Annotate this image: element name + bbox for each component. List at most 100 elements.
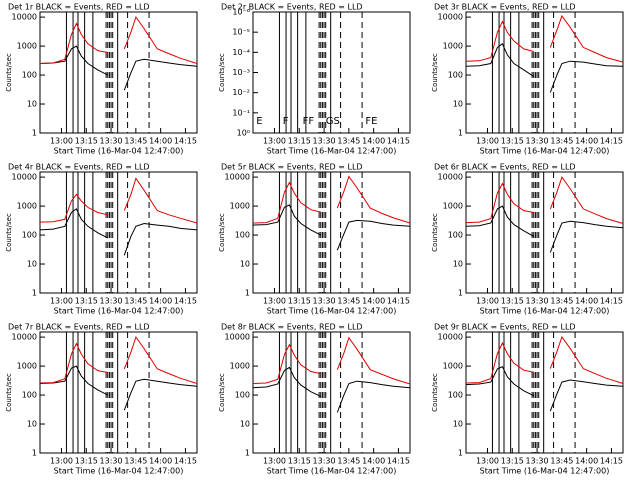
y-tick-label: 1000 xyxy=(230,362,250,371)
y-tick-label: 10000 xyxy=(438,13,463,22)
chart-title: Det 9r BLACK = Events, RED = LLD xyxy=(434,323,576,332)
x-axis-label: Start Time (16-Mar-04 12:47:00) xyxy=(480,147,610,156)
x-tick-label: 14:15 xyxy=(387,297,410,306)
plot-frame xyxy=(252,171,411,294)
annotation: FE xyxy=(365,116,377,127)
annotation: FF xyxy=(303,116,315,127)
x-tick-label: 13:30 xyxy=(313,457,336,466)
plot-frame xyxy=(39,11,198,134)
x-tick-label: 14:00 xyxy=(149,457,172,466)
x-tick-label: 13:00 xyxy=(476,457,499,466)
y-tick-label: 10000 xyxy=(12,173,37,182)
y-tick-label: 10⁻⁴ xyxy=(232,48,250,57)
series-line xyxy=(252,204,411,251)
x-tick-label: 13:45 xyxy=(337,297,360,306)
y-tick-label: 1 xyxy=(32,129,37,138)
y-tick-label: 1000 xyxy=(443,202,463,211)
series-line xyxy=(39,336,198,384)
x-tick-label: 13:30 xyxy=(100,137,123,146)
chart-title: Det 3r BLACK = Events, RED = LLD xyxy=(434,3,576,12)
y-tick-label: 10 xyxy=(27,100,37,109)
series-line xyxy=(252,336,411,385)
x-tick-label: 13:15 xyxy=(501,297,524,306)
y-tick-label: 10000 xyxy=(438,333,463,342)
series-line xyxy=(39,177,198,224)
x-tick-label: 13:30 xyxy=(313,137,336,146)
y-tick-label: 1 xyxy=(32,449,37,458)
chart-title: Det 5r BLACK = Events, RED = LLD xyxy=(221,163,363,172)
series-line xyxy=(39,16,198,64)
y-tick-label: 10⁻⁵ xyxy=(232,28,250,37)
x-axis-label: Start Time (16-Mar-04 12:47:00) xyxy=(267,467,397,476)
x-tick-label: 14:00 xyxy=(575,297,598,306)
x-tick-label: 13:15 xyxy=(75,137,98,146)
series-line xyxy=(465,43,624,93)
series-line xyxy=(39,208,198,256)
y-axis-label: Counts/sec xyxy=(5,213,13,252)
y-tick-label: 100 xyxy=(448,391,463,400)
x-tick-label: 14:00 xyxy=(575,137,598,146)
x-tick-label: 14:15 xyxy=(174,297,197,306)
chart-title: Det 6r BLACK = Events, RED = LLD xyxy=(434,163,576,172)
plot-frame xyxy=(252,11,411,134)
plot-frame xyxy=(465,171,624,294)
y-axis-label: Counts/sec xyxy=(218,53,226,92)
y-tick-label: 1000 xyxy=(443,42,463,51)
y-tick-label: 10⁰ xyxy=(237,129,250,138)
x-tick-label: 13:45 xyxy=(124,137,147,146)
x-tick-label: 13:15 xyxy=(75,457,98,466)
chart-title: Det 7r BLACK = Events, RED = LLD xyxy=(8,323,150,332)
x-tick-label: 14:15 xyxy=(174,137,197,146)
x-axis-label: Start Time (16-Mar-04 12:47:00) xyxy=(54,467,184,476)
y-axis-label: Counts/sec xyxy=(5,53,13,92)
y-tick-label: 10⁻⁶ xyxy=(232,8,250,17)
x-tick-label: 14:00 xyxy=(362,457,385,466)
x-tick-label: 13:00 xyxy=(476,297,499,306)
x-tick-label: 13:30 xyxy=(313,297,336,306)
x-tick-label: 13:00 xyxy=(263,457,286,466)
y-tick-label: 100 xyxy=(22,231,37,240)
y-tick-label: 1 xyxy=(458,289,463,298)
x-tick-label: 14:15 xyxy=(600,297,623,306)
series-line xyxy=(39,365,198,411)
y-tick-label: 100 xyxy=(448,231,463,240)
x-tick-label: 14:15 xyxy=(387,137,410,146)
x-tick-label: 13:00 xyxy=(50,137,73,146)
chart-title: Det 8r BLACK = Events, RED = LLD xyxy=(221,323,363,332)
x-tick-label: 13:00 xyxy=(50,297,73,306)
y-tick-label: 10 xyxy=(27,260,37,269)
x-tick-label: 13:45 xyxy=(550,457,573,466)
plot-frame xyxy=(39,171,198,294)
y-tick-label: 1000 xyxy=(230,202,250,211)
y-tick-label: 10 xyxy=(240,260,250,269)
x-tick-label: 13:30 xyxy=(100,457,123,466)
chart-title: Det 2r BLACK = Events, RED = LLD xyxy=(221,3,363,12)
x-tick-label: 14:00 xyxy=(149,297,172,306)
x-tick-label: 13:45 xyxy=(550,297,573,306)
y-tick-label: 1 xyxy=(245,289,250,298)
y-tick-label: 10000 xyxy=(225,333,250,342)
y-tick-label: 100 xyxy=(235,231,250,240)
x-tick-label: 13:15 xyxy=(75,297,98,306)
y-axis-label: Counts/sec xyxy=(5,373,13,412)
x-tick-label: 13:15 xyxy=(501,457,524,466)
plot-frame xyxy=(465,331,624,454)
x-tick-label: 13:15 xyxy=(288,457,311,466)
series-line xyxy=(465,14,624,63)
y-tick-label: 10 xyxy=(453,260,463,269)
x-axis-label: Start Time (16-Mar-04 12:47:00) xyxy=(54,307,184,316)
y-axis-label: Counts/sec xyxy=(431,373,439,412)
plot-frame xyxy=(252,331,411,454)
annotation: GS xyxy=(326,116,340,127)
annotation: E xyxy=(256,116,262,127)
y-tick-label: 10000 xyxy=(225,173,250,182)
y-tick-label: 10⁻² xyxy=(232,88,250,97)
x-tick-label: 13:00 xyxy=(50,457,73,466)
x-tick-label: 13:15 xyxy=(288,137,311,146)
x-tick-label: 13:00 xyxy=(263,137,286,146)
y-axis-label: Counts/sec xyxy=(431,53,439,92)
x-axis-label: Start Time (16-Mar-04 12:47:00) xyxy=(267,307,397,316)
y-axis-label: Counts/sec xyxy=(218,373,226,412)
